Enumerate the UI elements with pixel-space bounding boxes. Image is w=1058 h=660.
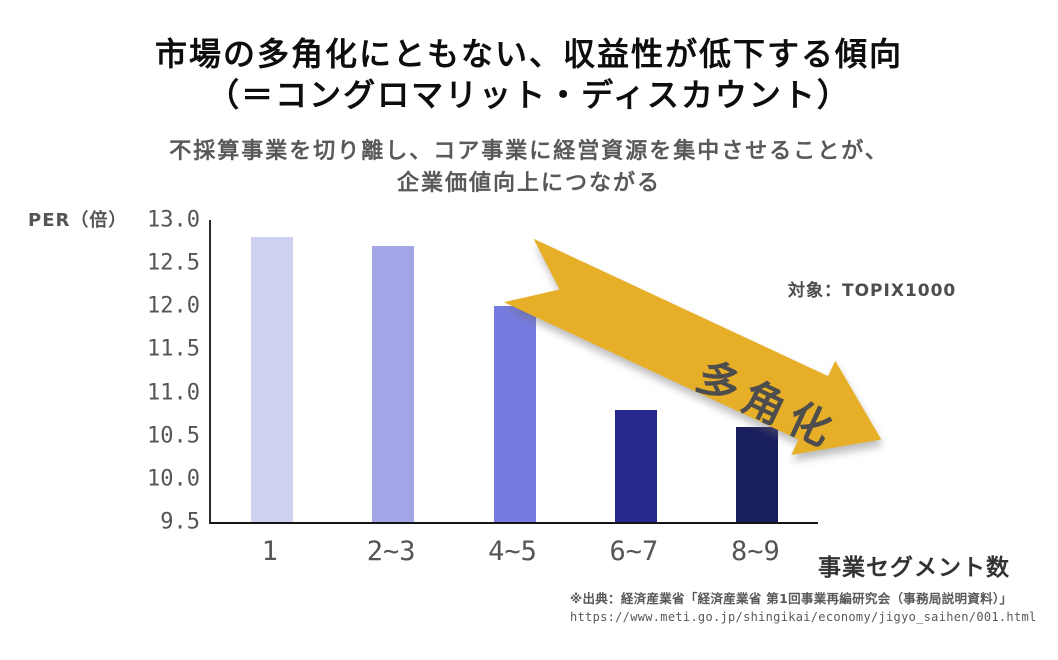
x-axis-ticks: 1 2~3 4~5 6~7 8~9: [209, 536, 816, 567]
y-tick-label: 9.5: [160, 509, 200, 535]
bar-slot: [211, 220, 332, 522]
x-tick-label: 8~9: [730, 536, 780, 567]
bar-segments-8~9: [736, 427, 779, 522]
subtitle: 不採算事業を切り離し、コア事業に経営資源を集中させることが、 企業価値向上につな…: [0, 136, 1058, 200]
y-tick-label: 12.0: [147, 293, 200, 319]
bar-segments-4~5: [493, 306, 536, 522]
source-url: https://www.meti.go.jp/shingikai/economy…: [570, 610, 1037, 625]
y-axis-ticks: 13.0 12.5 12.0 11.5 11.0 10.5 10.0 9.5: [110, 208, 200, 535]
x-tick-label: 4~5: [488, 536, 537, 567]
bar-slot: [697, 220, 818, 522]
bar-segments-6~7: [614, 409, 657, 522]
x-tick-label: 2~3: [366, 536, 416, 567]
bar-slot: [454, 220, 575, 522]
x-tick-label: 6~7: [609, 536, 659, 567]
title-line1: 市場の多角化にともない、収益性が低下する傾向: [154, 35, 903, 73]
bar-slot: [575, 220, 696, 522]
source-note: ※出典：経済産業省「経済産業省 第1回事業再編研究会（事務局説明資料）」 htt…: [570, 589, 1037, 627]
x-tick-label: 1: [261, 536, 278, 567]
y-tick-label: 13.0: [147, 207, 200, 233]
ribbon-arrow-icon: [503, 238, 882, 455]
page-title: 市場の多角化にともない、収益性が低下する傾向 （＝コングロマリット・ディスカウン…: [0, 34, 1058, 116]
y-tick-label: 10.0: [147, 466, 200, 492]
source-line1: ※出典：経済産業省「経済産業省 第1回事業再編研究会（事務局説明資料）」: [570, 591, 1013, 606]
target-universe-note: 対象：TOPIX1000: [788, 281, 957, 301]
x-axis-title: 事業セグメント数: [818, 555, 1010, 581]
chart-plot-area: [209, 220, 818, 524]
bar-slot: [332, 220, 453, 522]
y-tick-label: 11.5: [147, 336, 200, 362]
y-tick-label: 10.5: [147, 423, 200, 449]
y-tick-label: 12.5: [147, 250, 200, 276]
bar-segments-2~3: [372, 245, 415, 522]
ribbon-arrow-shape: [503, 238, 882, 455]
y-tick-label: 11.0: [147, 380, 200, 406]
diversification-arrow: 多角化: [493, 216, 906, 494]
bar-segments-1: [250, 237, 293, 522]
subtitle-line1: 不採算事業を切り離し、コア事業に経営資源を集中させることが、: [169, 139, 889, 164]
y-axis-title: PER（倍）: [28, 210, 128, 231]
subtitle-line2: 企業価値向上につながる: [396, 170, 661, 196]
title-line2: （＝コングロマリット・ディスカウント）: [207, 75, 851, 114]
